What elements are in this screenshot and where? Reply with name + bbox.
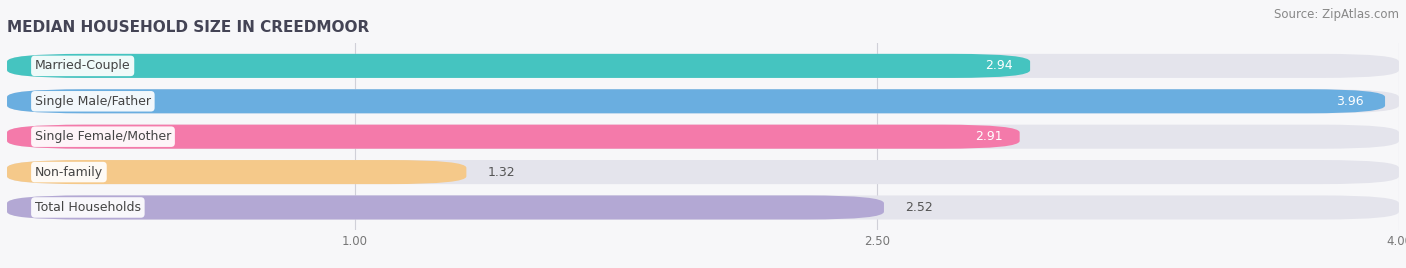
FancyBboxPatch shape [7, 89, 1385, 113]
Text: Single Female/Mother: Single Female/Mother [35, 130, 172, 143]
FancyBboxPatch shape [7, 54, 1399, 78]
Text: Married-Couple: Married-Couple [35, 59, 131, 72]
Text: 1.32: 1.32 [488, 166, 515, 178]
Text: 2.94: 2.94 [986, 59, 1012, 72]
Text: 2.91: 2.91 [974, 130, 1002, 143]
Text: Non-family: Non-family [35, 166, 103, 178]
Text: Total Households: Total Households [35, 201, 141, 214]
FancyBboxPatch shape [7, 125, 1019, 149]
FancyBboxPatch shape [7, 195, 1399, 219]
Text: 3.96: 3.96 [1337, 95, 1364, 108]
Text: Single Male/Father: Single Male/Father [35, 95, 150, 108]
Text: MEDIAN HOUSEHOLD SIZE IN CREEDMOOR: MEDIAN HOUSEHOLD SIZE IN CREEDMOOR [7, 20, 370, 35]
FancyBboxPatch shape [7, 54, 1031, 78]
FancyBboxPatch shape [7, 125, 1399, 149]
FancyBboxPatch shape [7, 160, 467, 184]
Text: 2.52: 2.52 [905, 201, 932, 214]
Text: Source: ZipAtlas.com: Source: ZipAtlas.com [1274, 8, 1399, 21]
FancyBboxPatch shape [7, 89, 1399, 113]
FancyBboxPatch shape [7, 195, 884, 219]
FancyBboxPatch shape [7, 160, 1399, 184]
